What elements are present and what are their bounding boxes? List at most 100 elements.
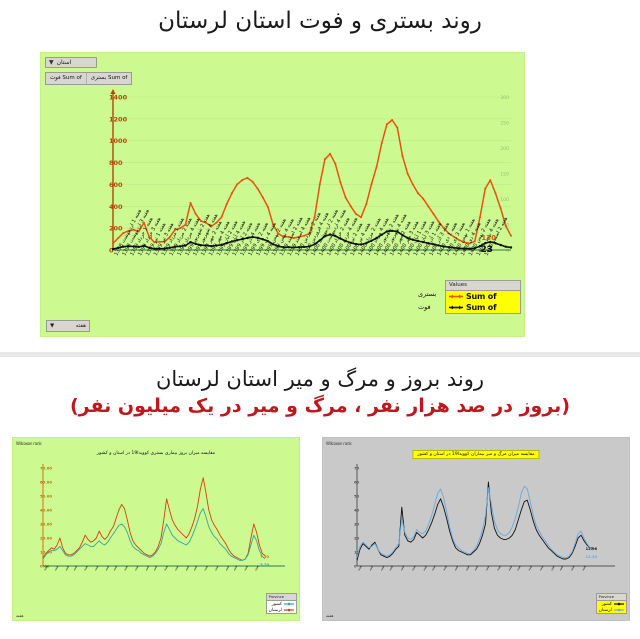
mini-right-title: مقایسه میزان مرگ و میر بیماران کوویدا19 …: [412, 450, 540, 459]
data-point: [432, 243, 435, 246]
data-point: [158, 240, 161, 243]
mini-y-tick-2: 20.00: [40, 536, 52, 541]
mini-right-legend-row-country[interactable]: کشور: [597, 601, 626, 607]
data-point: [473, 247, 476, 250]
data-point: [117, 237, 120, 239]
mini-x-label: هفته: [152, 564, 158, 571]
data-point: [132, 245, 135, 248]
mini-right-legend: Province کشور لرستان: [595, 593, 627, 614]
data-point: [282, 246, 285, 249]
data-point: [148, 246, 151, 249]
week-selector-label: هفته: [75, 323, 86, 329]
mini-left-series-lines: [42, 477, 266, 561]
mini-y-tick-0: 0: [354, 564, 357, 569]
mini-end-label-0: 12.96: [586, 547, 598, 551]
data-point: [432, 212, 435, 215]
data-point: [406, 172, 409, 175]
data-point: [344, 196, 347, 199]
y-tick-1200: 1200: [109, 115, 128, 123]
data-point: [468, 242, 471, 245]
field-button-deaths[interactable]: Sum of فوت: [50, 75, 82, 81]
data-point: [484, 187, 487, 190]
week-selector-button[interactable]: هفته ▼: [46, 320, 90, 332]
mini-x-label: هفته: [42, 564, 48, 571]
data-point: [225, 242, 228, 245]
mini-x-label: هفته: [243, 564, 249, 571]
mini-x-label: هفته: [422, 564, 428, 571]
legend-marker-country-dark-icon: [614, 602, 624, 606]
mini-left-legend-row-country[interactable]: کشور: [267, 601, 296, 607]
data-point: [267, 206, 270, 209]
data-point: [344, 239, 347, 243]
y2-tick-6: 0: [506, 248, 509, 254]
data-point: [370, 239, 373, 242]
mortality-chart-svg: 010203040506070 هفتههفتههفتههفتههفتههفته…: [354, 464, 615, 572]
province-filter-button[interactable]: استان ▼: [45, 57, 97, 68]
data-point: [153, 247, 156, 250]
data-point: [390, 229, 394, 232]
data-point: [112, 242, 114, 245]
data-point: [494, 242, 497, 245]
pivot-chart-panel: استان ▼ Sum of بستری Sum of فوت 0 200 400 6…: [40, 52, 525, 337]
page-title: روند بستری و فوت استان لرستان: [158, 8, 482, 34]
mini-x-label: هفته: [430, 564, 436, 571]
data-point: [158, 247, 161, 250]
legend-marker-province-blue-icon: [614, 608, 624, 612]
legend-marker-province-icon: [284, 608, 294, 612]
y-tick-200: 200: [109, 225, 123, 233]
mini-right-legend-text-province: لرستان: [598, 607, 612, 613]
section2-title: روند بروز و مرگ و میر استان لرستان: [155, 367, 484, 391]
legend-text-hospitalized: Sum of: [466, 292, 497, 301]
data-point: [427, 242, 430, 245]
data-point: [277, 232, 280, 235]
data-point: [272, 243, 275, 246]
data-point: [137, 230, 140, 233]
data-point: [210, 225, 213, 228]
mini-x-label: هفته: [104, 564, 110, 571]
data-point: [287, 246, 290, 249]
data-point: [427, 205, 430, 208]
mini-x-label: هفته: [224, 564, 230, 571]
data-point: [349, 205, 352, 208]
mini-x-label: هفته: [453, 564, 459, 571]
legend-row-deaths[interactable]: Sum of: [446, 302, 520, 313]
mini-x-label: هفته: [253, 564, 259, 571]
legend-row-hospitalized[interactable]: Sum of: [446, 291, 520, 302]
mini-left-x-labels: هفته هفته هفته هفته هفته هفته هفته هفته هفته هفته…: [42, 564, 259, 571]
mini-x-label: هفته: [368, 564, 374, 571]
mini-right-series-lines: [356, 481, 594, 561]
data-point: [359, 243, 363, 246]
mini-right-legend-row-province[interactable]: لرستان: [597, 607, 626, 613]
data-point: [489, 240, 492, 244]
data-point: [499, 207, 502, 210]
data-point: [479, 216, 481, 219]
mini-left-title: مقایسه میزان بروز بیماری بستری کوویدا19 …: [92, 450, 220, 457]
data-point: [303, 245, 306, 249]
legend-label-deaths: فوت: [418, 302, 431, 311]
mini-x-label: هفته: [507, 564, 513, 571]
mini-x-label: هفته: [379, 564, 385, 571]
mini-x-label: هفته: [232, 564, 238, 571]
data-point: [494, 192, 497, 195]
data-point: [385, 123, 388, 126]
data-point: [375, 165, 378, 168]
mini-x-label: هفته: [356, 564, 362, 571]
section2-subtitle: (بروز در صد هزار نفر ، مرگ و میر در یک م…: [69, 395, 570, 417]
data-point: [143, 221, 145, 224]
data-point: [422, 197, 425, 200]
mini-left-legend-row-province[interactable]: لرستان: [267, 607, 296, 613]
data-point: [458, 247, 461, 250]
data-point: [468, 247, 471, 250]
data-point: [230, 240, 234, 243]
data-point: [478, 244, 482, 248]
mini-x-label: هفته: [569, 564, 575, 571]
data-point: [318, 183, 321, 186]
data-point: [137, 245, 140, 249]
data-point: [122, 232, 125, 235]
data-point: [127, 245, 130, 248]
data-point: [504, 225, 507, 227]
field-button-hospitalized[interactable]: Sum of بستری: [85, 73, 132, 84]
